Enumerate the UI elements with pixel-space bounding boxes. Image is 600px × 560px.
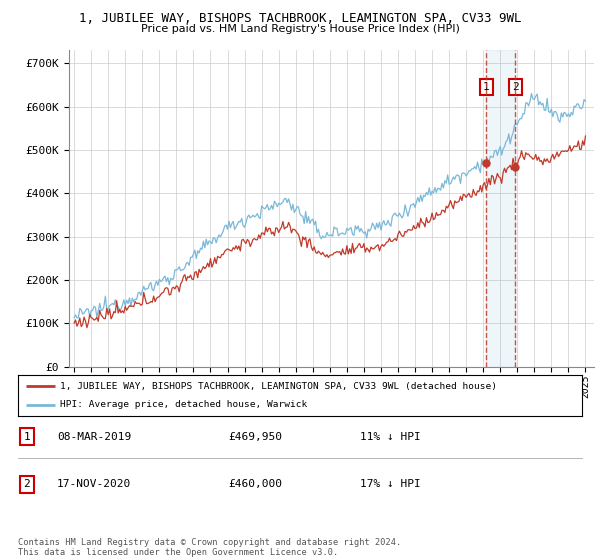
- Text: 1, JUBILEE WAY, BISHOPS TACHBROOK, LEAMINGTON SPA, CV33 9WL (detached house): 1, JUBILEE WAY, BISHOPS TACHBROOK, LEAMI…: [60, 381, 497, 390]
- Text: 2: 2: [512, 82, 518, 92]
- Text: 1: 1: [23, 432, 31, 442]
- Text: 2: 2: [23, 479, 31, 489]
- Text: Contains HM Land Registry data © Crown copyright and database right 2024.
This d: Contains HM Land Registry data © Crown c…: [18, 538, 401, 557]
- Text: 11% ↓ HPI: 11% ↓ HPI: [360, 432, 421, 442]
- Text: Price paid vs. HM Land Registry's House Price Index (HPI): Price paid vs. HM Land Registry's House …: [140, 24, 460, 34]
- Text: £460,000: £460,000: [228, 479, 282, 489]
- Bar: [486, 50, 515, 367]
- Text: 1: 1: [483, 82, 490, 92]
- Text: £469,950: £469,950: [228, 432, 282, 442]
- Text: 17% ↓ HPI: 17% ↓ HPI: [360, 479, 421, 489]
- Text: HPI: Average price, detached house, Warwick: HPI: Average price, detached house, Warw…: [60, 400, 308, 409]
- Text: 17-NOV-2020: 17-NOV-2020: [57, 479, 131, 489]
- Text: 1, JUBILEE WAY, BISHOPS TACHBROOK, LEAMINGTON SPA, CV33 9WL: 1, JUBILEE WAY, BISHOPS TACHBROOK, LEAMI…: [79, 12, 521, 25]
- Text: 08-MAR-2019: 08-MAR-2019: [57, 432, 131, 442]
